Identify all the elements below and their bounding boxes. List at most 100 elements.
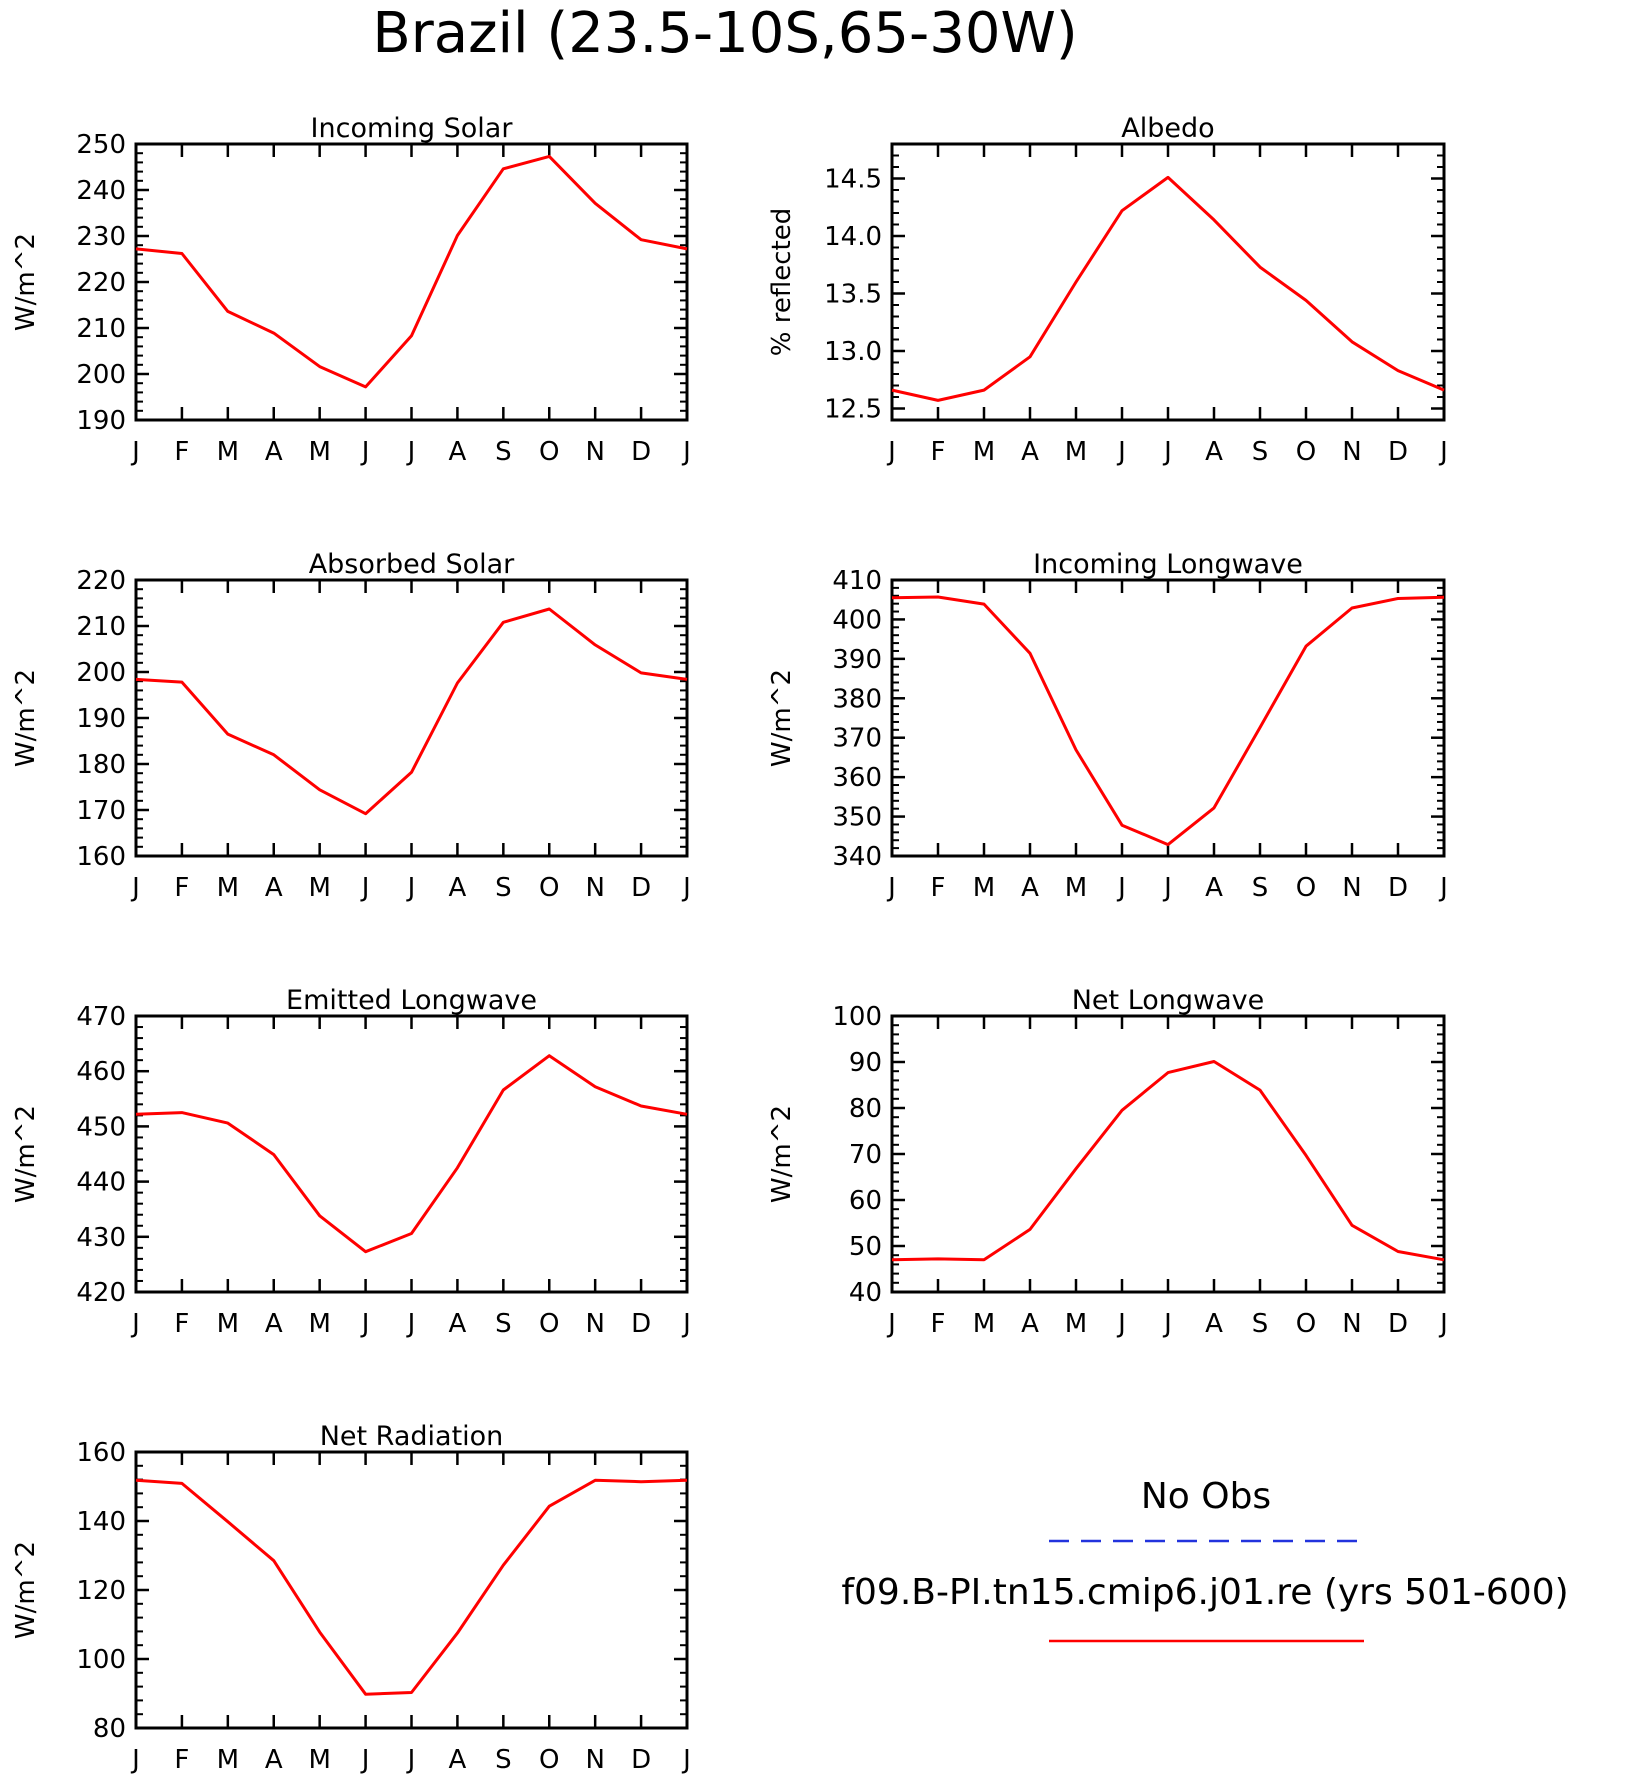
x-tick-label: M — [1065, 873, 1087, 903]
y-tick-label: 400 — [832, 605, 882, 635]
x-tick-label: J — [406, 437, 416, 467]
y-tick-label: 40 — [849, 1278, 882, 1308]
x-tick-label: S — [1252, 437, 1269, 467]
y-tick-label: 100 — [832, 1002, 882, 1032]
x-tick-label: J — [1162, 437, 1172, 467]
y-tick-label: 190 — [76, 406, 126, 436]
y-tick-label: 380 — [832, 684, 882, 714]
x-tick-label: O — [539, 1309, 559, 1339]
x-tick-label: J — [406, 1309, 416, 1339]
y-axis-label: W/m^2 — [11, 233, 41, 331]
x-tick-label: M — [308, 1309, 330, 1339]
y-tick-label: 250 — [76, 130, 126, 160]
y-tick-label: 80 — [93, 1714, 126, 1744]
x-tick-label: A — [265, 1745, 283, 1775]
y-tick-label: 210 — [76, 612, 126, 642]
y-tick-label: 160 — [76, 1438, 126, 1468]
x-tick-label: J — [130, 1309, 140, 1339]
x-tick-label: J — [406, 1745, 416, 1775]
x-tick-label: D — [1388, 873, 1408, 903]
plot-frame — [890, 142, 1446, 422]
x-tick-label: J — [1162, 1309, 1172, 1339]
x-tick-label: D — [631, 1309, 651, 1339]
x-tick-label: O — [1296, 1309, 1316, 1339]
y-tick-label: 230 — [76, 222, 126, 252]
x-tick-label: M — [217, 1309, 239, 1339]
plot-frame — [134, 1014, 689, 1294]
x-tick-label: M — [217, 1745, 239, 1775]
x-tick-label: A — [1205, 873, 1223, 903]
x-tick-label: A — [265, 873, 283, 903]
series-line — [135, 1478, 688, 1696]
x-tick-label: J — [130, 437, 140, 467]
y-tick-label: 440 — [76, 1168, 126, 1198]
panel-title: Emitted Longwave — [286, 985, 537, 1016]
panel-title: Incoming Solar — [311, 113, 514, 144]
x-tick-label: O — [539, 437, 559, 467]
x-tick-label: O — [539, 873, 559, 903]
x-tick-label: M — [973, 1309, 995, 1339]
series-line — [135, 607, 688, 816]
y-tick-label: 220 — [76, 566, 126, 596]
x-tick-label: N — [585, 1309, 604, 1339]
x-tick-label: N — [585, 1745, 604, 1775]
series-line — [891, 175, 1445, 402]
panel-title: Albedo — [1121, 113, 1214, 144]
x-tick-label: M — [217, 873, 239, 903]
x-tick-label: A — [1205, 1309, 1223, 1339]
series-line — [135, 154, 688, 389]
y-tick-label: 450 — [76, 1112, 126, 1142]
x-tick-label: J — [1438, 1309, 1448, 1339]
panel-title: Incoming Longwave — [1033, 549, 1303, 580]
x-tick-label: J — [130, 873, 140, 903]
x-tick-label: D — [631, 873, 651, 903]
y-tick-label: 420 — [76, 1278, 126, 1308]
x-tick-label: J — [406, 873, 416, 903]
x-tick-label: J — [360, 1745, 370, 1775]
x-tick-label: N — [585, 437, 604, 467]
x-tick-label: A — [1021, 1309, 1039, 1339]
legend: No Obs f09.B-PI.tn15.cmip6.j01.re (yrs 5… — [841, 1476, 1569, 1643]
y-tick-label: 70 — [849, 1140, 882, 1170]
x-tick-label: F — [931, 1309, 946, 1339]
x-tick-label: J — [886, 873, 896, 903]
x-tick-label: N — [1342, 1309, 1361, 1339]
y-tick-label: 220 — [76, 268, 126, 298]
x-tick-label: D — [1388, 437, 1408, 467]
y-tick-label: 470 — [76, 1002, 126, 1032]
x-tick-label: O — [1296, 873, 1316, 903]
x-tick-label: D — [1388, 1309, 1408, 1339]
y-tick-label: 170 — [76, 796, 126, 826]
x-tick-label: N — [585, 873, 604, 903]
y-tick-label: 430 — [76, 1223, 126, 1253]
x-tick-label: J — [681, 1745, 691, 1775]
x-tick-label: F — [174, 873, 189, 903]
x-tick-label: J — [681, 437, 691, 467]
y-axis-label: W/m^2 — [11, 1105, 41, 1203]
y-tick-label: 160 — [76, 842, 126, 872]
x-tick-label: M — [308, 873, 330, 903]
x-tick-label: N — [1342, 437, 1361, 467]
x-tick-label: J — [360, 873, 370, 903]
panel-title: Net Radiation — [320, 1421, 504, 1452]
y-tick-label: 13.5 — [824, 280, 882, 310]
y-axis-label: W/m^2 — [11, 669, 41, 767]
x-tick-label: M — [973, 437, 995, 467]
panel-title: Absorbed Solar — [309, 549, 515, 580]
plot-frame — [134, 1450, 689, 1730]
plot-frame — [890, 578, 1446, 858]
y-tick-label: 80 — [849, 1094, 882, 1124]
x-tick-label: M — [1065, 437, 1087, 467]
y-tick-label: 240 — [76, 176, 126, 206]
x-tick-label: A — [1021, 437, 1039, 467]
x-tick-label: S — [495, 1745, 512, 1775]
panel-title: Net Longwave — [1072, 985, 1265, 1016]
x-tick-label: J — [1116, 437, 1126, 467]
plot-frame — [134, 578, 689, 858]
y-tick-label: 100 — [76, 1645, 126, 1675]
panels: J F M A M J J A S O N D J190200210220230240250W/m^2I… — [11, 113, 1448, 1775]
x-tick-label: A — [449, 873, 467, 903]
y-tick-label: 360 — [832, 763, 882, 793]
y-tick-label: 370 — [832, 724, 882, 754]
